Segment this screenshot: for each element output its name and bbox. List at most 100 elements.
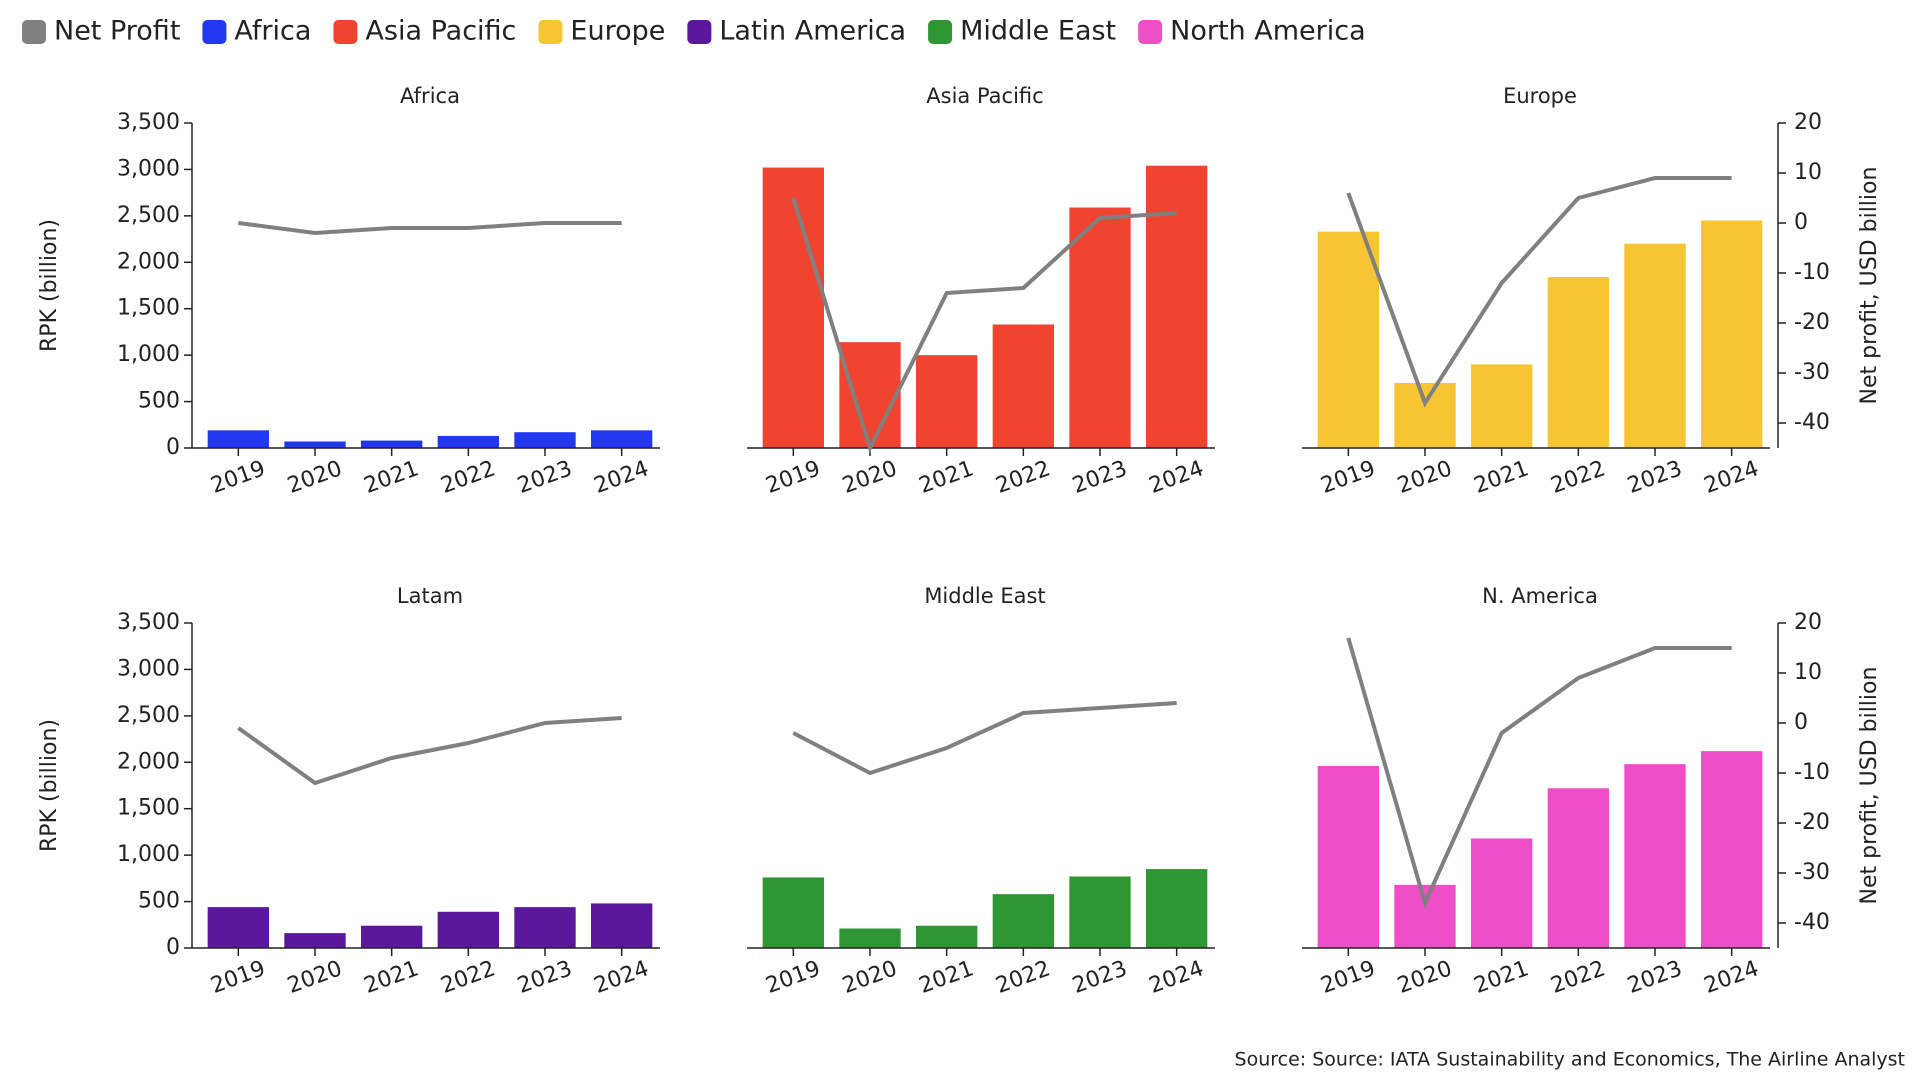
bar <box>1394 383 1456 448</box>
x-tick-label: 2021 <box>916 456 977 499</box>
y2-tick-label: 0 <box>1794 210 1808 235</box>
net-profit-line <box>791 197 1177 454</box>
x-tick-label: 2023 <box>1624 956 1685 999</box>
y2-tick-label: -10 <box>1794 260 1830 285</box>
y-tick-label: 1,000 <box>117 342 180 367</box>
legend-swatch <box>538 20 563 44</box>
x-tick-label: 2024 <box>1146 456 1207 499</box>
bar <box>992 324 1054 448</box>
bar <box>1547 788 1609 948</box>
net-profit-line <box>792 701 1177 776</box>
x-tick-label: 2023 <box>1069 956 1130 999</box>
panel-title: Latam <box>397 584 463 608</box>
x-tick-label: 2020 <box>284 456 345 499</box>
y2-tick-label: -40 <box>1794 910 1830 935</box>
bar <box>916 925 978 948</box>
x-tick-label: 2022 <box>1548 956 1609 999</box>
y-tick-label: 3,500 <box>117 610 180 635</box>
y-tick-label: 1,500 <box>117 796 180 821</box>
bar <box>284 933 346 948</box>
bar <box>514 432 576 448</box>
y2-tick-label: 20 <box>1794 610 1822 635</box>
x-tick-label: 2022 <box>993 956 1054 999</box>
y-tick-label: 0 <box>166 935 180 960</box>
legend-swatch <box>687 20 712 44</box>
x-tick-label: 2024 <box>1701 956 1762 999</box>
net-profit-line <box>238 221 622 236</box>
y-tick-label: 2,000 <box>117 749 180 774</box>
y-tick-label: 500 <box>138 889 180 914</box>
bar <box>1471 838 1533 948</box>
bar <box>1146 869 1208 948</box>
bar <box>437 435 499 448</box>
source: Source: Source: IATA Sustainability and … <box>1235 1049 1905 1071</box>
bar <box>1394 884 1456 948</box>
x-tick-label: 2019 <box>763 456 824 499</box>
y-tick-label: 2,000 <box>117 249 180 274</box>
bar <box>1471 364 1533 448</box>
legend-swatch <box>202 20 227 44</box>
x-tick-label: 2019 <box>208 456 269 499</box>
x-tick-label: 2023 <box>514 456 575 499</box>
bar <box>992 894 1054 948</box>
bar <box>1701 751 1763 948</box>
panel-title: Africa <box>400 84 460 108</box>
bar <box>514 907 576 948</box>
x-tick-label: 2024 <box>591 956 652 999</box>
panel-title: Europe <box>1503 84 1577 108</box>
y-tick-label: 0 <box>166 435 180 460</box>
bar <box>1624 243 1686 448</box>
y-axis-label: RPK (billion) <box>37 719 62 852</box>
y-tick-label: 3,500 <box>117 110 180 135</box>
bar <box>762 877 824 948</box>
x-tick-label: 2020 <box>839 956 900 999</box>
x-tick-label: 2023 <box>1624 456 1685 499</box>
legend-label: North America <box>1170 16 1365 47</box>
legend-swatch <box>333 20 358 44</box>
legend-label: Europe <box>570 16 665 47</box>
y2-tick-label: 20 <box>1794 110 1822 135</box>
x-tick-label: 2021 <box>916 956 977 999</box>
x-tick-label: 2020 <box>1394 456 1455 499</box>
y2-tick-label: -20 <box>1794 310 1830 335</box>
x-tick-label: 2022 <box>993 456 1054 499</box>
y2-tick-label: 10 <box>1794 660 1822 685</box>
y2-tick-label: 10 <box>1794 160 1822 185</box>
y2-tick-label: -40 <box>1794 410 1830 435</box>
bar <box>839 928 901 948</box>
y2-axis-label: Net profit, USD billion <box>1857 667 1882 905</box>
bar <box>1701 220 1763 448</box>
y-tick-label: 3,000 <box>117 156 180 181</box>
x-tick-label: 2023 <box>1069 456 1130 499</box>
x-tick-label: 2020 <box>1394 956 1455 999</box>
net-profit-line <box>1346 637 1732 909</box>
x-tick-label: 2024 <box>1701 456 1762 499</box>
x-tick-label: 2021 <box>361 956 422 999</box>
bar <box>591 430 653 448</box>
x-tick-label: 2019 <box>763 956 824 999</box>
x-tick-label: 2024 <box>591 456 652 499</box>
x-tick-label: 2020 <box>839 456 900 499</box>
panel-title: Asia Pacific <box>926 84 1043 108</box>
bar <box>1069 876 1131 948</box>
x-tick-label: 2022 <box>1548 456 1609 499</box>
bar <box>207 430 269 448</box>
y-tick-label: 2,500 <box>117 703 180 728</box>
bar <box>284 441 346 448</box>
y-tick-label: 2,500 <box>117 203 180 228</box>
legend-swatch <box>928 20 953 44</box>
legend-swatch <box>1138 20 1163 44</box>
y2-tick-label: -10 <box>1794 760 1830 785</box>
x-tick-label: 2022 <box>438 456 499 499</box>
y2-tick-label: -20 <box>1794 810 1830 835</box>
legend-label: Net Profit <box>54 16 180 47</box>
x-tick-label: 2019 <box>208 956 269 999</box>
panel-title: Middle East <box>924 584 1045 608</box>
x-tick-label: 2019 <box>1318 456 1379 499</box>
panel-title: N. America <box>1482 584 1598 608</box>
y-tick-label: 3,000 <box>117 656 180 681</box>
net-profit-line <box>237 716 622 786</box>
x-tick-label: 2024 <box>1146 956 1207 999</box>
bar <box>916 355 978 448</box>
legend-label: Middle East <box>960 16 1116 47</box>
